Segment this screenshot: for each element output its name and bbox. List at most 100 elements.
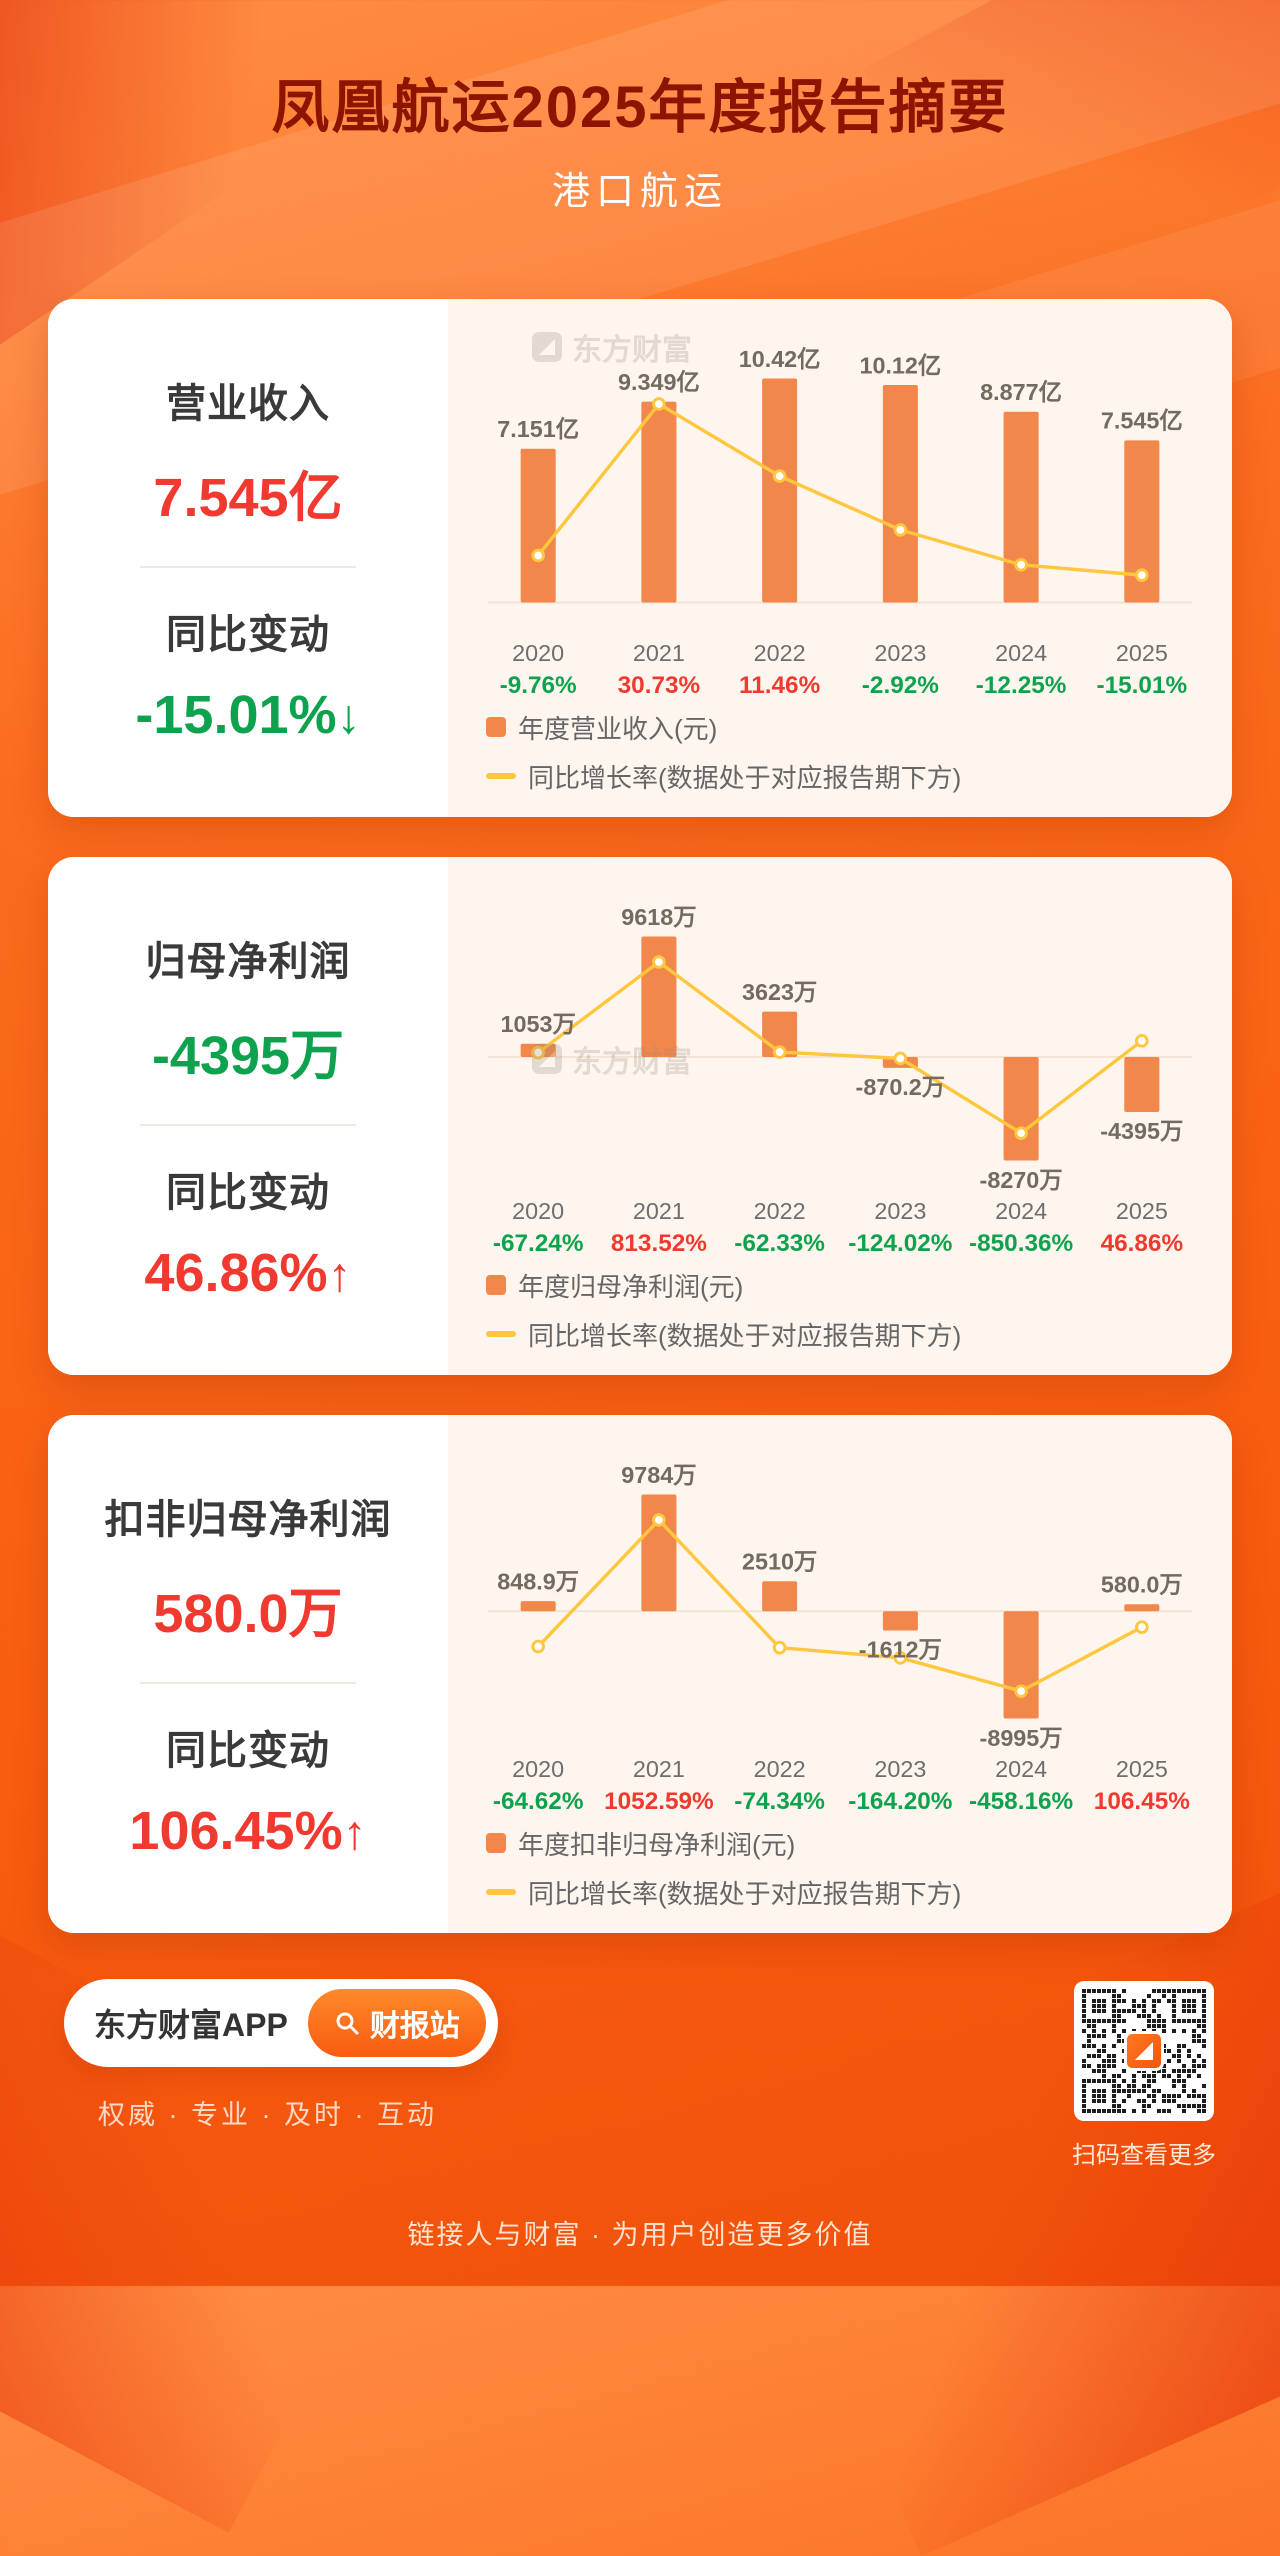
- qr-caption: 扫码查看更多: [1072, 2142, 1216, 2169]
- change-label: 同比变动: [166, 1170, 330, 1215]
- svg-text:2022: 2022: [754, 1198, 806, 1224]
- revenue-chart: 7.151亿 9.349亿 10.42亿 10.12亿 8.877亿 7.545亿 2020…: [487, 346, 1193, 699]
- svg-text:9784万: 9784万: [621, 1462, 696, 1488]
- report-station-label: 财报站: [369, 2010, 460, 2043]
- svg-text:2021: 2021: [633, 640, 685, 666]
- change-value-text: 46.86%: [144, 1242, 328, 1303]
- line-swatch-icon: [486, 1889, 516, 1896]
- chart-legend: 年度归母净利润(元) 同比增长率(数据处于对应报告期下方): [486, 1267, 1212, 1353]
- svg-text:-870.2万: -870.2万: [856, 1074, 946, 1100]
- tagline: 权威 · 专业 · 及时 · 互动: [98, 2100, 437, 2130]
- svg-text:2021: 2021: [633, 1198, 685, 1224]
- svg-text:-164.20%: -164.20%: [848, 1788, 952, 1815]
- watermark-text: 东方财富: [572, 1046, 692, 1079]
- svg-text:-458.16%: -458.16%: [969, 1788, 1073, 1815]
- divider: [140, 565, 356, 568]
- svg-text:2023: 2023: [874, 1198, 926, 1224]
- svg-text:2022: 2022: [754, 640, 806, 666]
- legend-bar-row: 年度归母净利润(元): [486, 1267, 1212, 1304]
- net-profit-chart: 1053万 9618万 3623万 -870.2万 -8270万 -4395万 2020 20…: [487, 904, 1193, 1257]
- metric-label: 营业收入: [166, 381, 330, 426]
- svg-text:-124.02%: -124.02%: [848, 1230, 952, 1257]
- svg-text:30.73%: 30.73%: [618, 672, 701, 699]
- legend-line-row: 同比增长率(数据处于对应报告期下方): [486, 1316, 1212, 1353]
- svg-text:2025: 2025: [1116, 1198, 1168, 1224]
- trend-arrow-icon: ↓: [336, 690, 361, 744]
- metric-label: 归母净利润: [145, 939, 351, 984]
- metric-label: 扣非归母净利润: [104, 1497, 392, 1542]
- chart-legend: 年度营业收入(元) 同比增长率(数据处于对应报告期下方): [486, 709, 1212, 795]
- svg-text:1053万: 1053万: [501, 1011, 576, 1037]
- chart-legend: 年度扣非归母净利润(元) 同比增长率(数据处于对应报告期下方): [486, 1825, 1212, 1911]
- change-label: 同比变动: [166, 1728, 330, 1773]
- svg-text:-2.92%: -2.92%: [862, 672, 939, 699]
- svg-text:1052.59%: 1052.59%: [604, 1788, 714, 1815]
- svg-text:2020: 2020: [512, 640, 564, 666]
- report-station-button[interactable]: 财报站: [307, 1989, 486, 2057]
- metric-value: 7.545亿: [153, 467, 343, 528]
- divider: [140, 1123, 356, 1126]
- trend-arrow-icon: ↑: [327, 1248, 352, 1302]
- legend-line-label: 同比增长率(数据处于对应报告期下方): [528, 1878, 962, 1909]
- deducted-net-profit-summary-panel: 扣非归母净利润 580.0万 同比变动 106.45%↑: [48, 1415, 448, 1933]
- svg-text:-4395万: -4395万: [1100, 1118, 1183, 1144]
- svg-text:-74.34%: -74.34%: [734, 1788, 825, 1815]
- svg-text:2025: 2025: [1116, 640, 1168, 666]
- page-title: 凤凰航运2025年度报告摘要: [271, 75, 1009, 140]
- svg-text:2024: 2024: [995, 1198, 1047, 1224]
- report-header: 凤凰航运2025年度报告摘要 港口航运: [0, 0, 1280, 215]
- eastmoney-watermark: 东方财富: [532, 325, 692, 369]
- svg-text:2025: 2025: [1116, 1756, 1168, 1782]
- svg-text:2022: 2022: [754, 1756, 806, 1782]
- svg-text:8.877亿: 8.877亿: [980, 379, 1062, 405]
- svg-text:2023: 2023: [874, 1756, 926, 1782]
- qr-code: [1074, 1981, 1214, 2121]
- svg-text:3623万: 3623万: [742, 979, 817, 1005]
- legend-line-label: 同比增长率(数据处于对应报告期下方): [528, 1320, 962, 1351]
- footer-slogan: 链接人与财富 · 为用户创造更多价值: [407, 2220, 873, 2250]
- svg-text:-12.25%: -12.25%: [976, 672, 1067, 699]
- bar-swatch-icon: [486, 1275, 506, 1296]
- eastmoney-logo-icon: [532, 332, 562, 362]
- legend-line-label: 同比增长率(数据处于对应报告期下方): [528, 762, 962, 793]
- metric-value: 580.0万: [153, 1583, 343, 1644]
- legend-bar-label: 年度营业收入(元): [518, 713, 718, 744]
- change-value: 106.45%↑: [129, 1800, 366, 1862]
- metric-card-revenue: 营业收入 7.545亿 同比变动 -15.01%↓ 东方财富 7.151亿 9.3…: [48, 299, 1232, 817]
- svg-text:-1612万: -1612万: [859, 1637, 942, 1663]
- trend-arrow-icon: ↑: [342, 1806, 367, 1860]
- search-icon: [336, 2012, 359, 2035]
- metric-card-net-profit: 归母净利润 -4395万 同比变动 46.86%↑ 东方财富 1053万 9618…: [48, 857, 1232, 1375]
- svg-text:2021: 2021: [633, 1756, 685, 1782]
- svg-text:-64.62%: -64.62%: [493, 1788, 584, 1815]
- legend-line-row: 同比增长率(数据处于对应报告期下方): [486, 758, 1212, 795]
- svg-text:7.151亿: 7.151亿: [497, 416, 579, 442]
- svg-text:2024: 2024: [995, 1756, 1047, 1782]
- change-value: -15.01%↓: [135, 684, 360, 746]
- change-value: 46.86%↑: [144, 1242, 351, 1304]
- app-pill: 东方财富APP 财报站: [64, 1979, 498, 2067]
- metric-cards: 营业收入 7.545亿 同比变动 -15.01%↓ 东方财富 7.151亿 9.3…: [48, 299, 1232, 1933]
- revenue-summary-panel: 营业收入 7.545亿 同比变动 -15.01%↓: [48, 299, 448, 817]
- svg-text:-8995万: -8995万: [980, 1725, 1063, 1751]
- watermark-text: 东方财富: [572, 334, 692, 367]
- legend-bar-label: 年度归母净利润(元): [518, 1271, 744, 1302]
- svg-text:2020: 2020: [512, 1198, 564, 1224]
- svg-text:-850.36%: -850.36%: [969, 1230, 1073, 1257]
- svg-text:2510万: 2510万: [742, 1549, 817, 1575]
- svg-text:580.0万: 580.0万: [1101, 1572, 1183, 1598]
- svg-text:-9.76%: -9.76%: [500, 672, 577, 699]
- svg-text:7.545亿: 7.545亿: [1101, 408, 1183, 434]
- legend-bar-label: 年度扣非归母净利润(元): [518, 1829, 796, 1860]
- page-footer: 东方财富APP 财报站 权威 · 专业 · 及时 · 互动 扫码查看更多: [64, 1979, 1216, 2170]
- svg-text:-15.01%: -15.01%: [1097, 672, 1188, 699]
- net-profit-summary-panel: 归母净利润 -4395万 同比变动 46.86%↑: [48, 857, 448, 1375]
- divider: [140, 1681, 356, 1684]
- eastmoney-logo-icon: [532, 1044, 562, 1074]
- svg-text:-67.24%: -67.24%: [493, 1230, 584, 1257]
- svg-text:106.45%: 106.45%: [1094, 1788, 1190, 1815]
- change-value-text: -15.01%: [135, 684, 337, 745]
- deducted-net-profit-chart: 848.9万 9784万 2510万 -1612万 -8995万 580.0万 2020 20…: [487, 1462, 1193, 1815]
- svg-text:10.42亿: 10.42亿: [739, 346, 821, 372]
- svg-text:-8270万: -8270万: [980, 1167, 1063, 1193]
